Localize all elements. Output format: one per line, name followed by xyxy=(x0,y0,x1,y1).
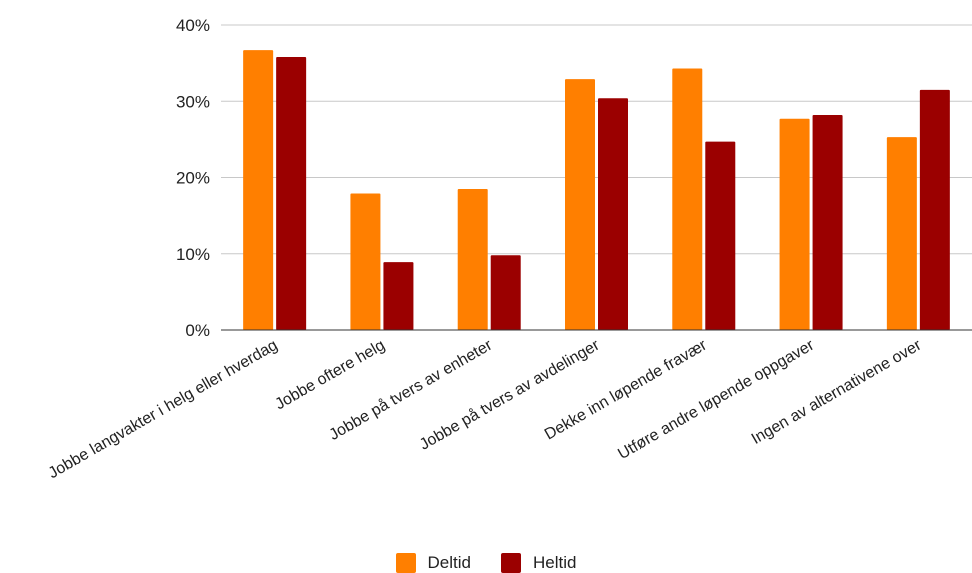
legend-label-deltid: Deltid xyxy=(427,553,471,572)
bar-heltid xyxy=(812,114,843,330)
bar-heltid xyxy=(598,98,628,330)
bar-heltid xyxy=(490,255,521,330)
bar-deltid xyxy=(243,50,274,330)
y-tick-label: 30% xyxy=(176,92,210,111)
bar-heltid xyxy=(276,57,307,331)
x-axis-category-labels: Jobbe langvakter i helg eller hverdagJob… xyxy=(46,336,925,483)
bar-heltid xyxy=(919,89,950,330)
bar-deltid xyxy=(457,188,488,330)
x-category-label: Jobbe langvakter i helg eller hverdag xyxy=(46,337,281,482)
bar-chart: 0% 10% 20% 30% 40% Jobbe langvakter i helg e… xyxy=(46,16,972,483)
bar-heltid xyxy=(705,141,736,330)
bar-deltid xyxy=(886,137,917,330)
bar-heltid xyxy=(383,262,414,330)
bar-deltid xyxy=(565,79,595,330)
x-category-label: Jobbe på tvers av avdelinger xyxy=(416,336,603,454)
legend-item-deltid: Deltid xyxy=(395,553,471,573)
bar-deltid xyxy=(672,68,703,331)
x-category-label: Utføre andre løpende oppgaver xyxy=(615,336,817,463)
bars xyxy=(243,50,950,331)
legend-swatch-deltid xyxy=(395,553,416,573)
legend-label-heltid: Heltid xyxy=(533,553,577,572)
x-category-label: Jobbe oftere helg xyxy=(272,337,388,414)
bar-deltid xyxy=(779,118,810,330)
legend-swatch-heltid xyxy=(501,553,521,573)
y-tick-label: 0% xyxy=(185,321,210,340)
legend: Deltid Heltid xyxy=(0,553,972,573)
y-tick-label: 10% xyxy=(176,245,210,264)
y-tick-label: 20% xyxy=(176,169,210,188)
y-tick-label: 40% xyxy=(176,16,210,35)
bar-deltid xyxy=(350,193,381,330)
gridlines xyxy=(221,24,972,255)
y-axis-tick-labels: 0% 10% 20% 30% 40% xyxy=(176,16,210,340)
legend-item-heltid: Heltid xyxy=(501,553,576,573)
x-category-label: Ingen av alternativene over xyxy=(749,336,925,448)
